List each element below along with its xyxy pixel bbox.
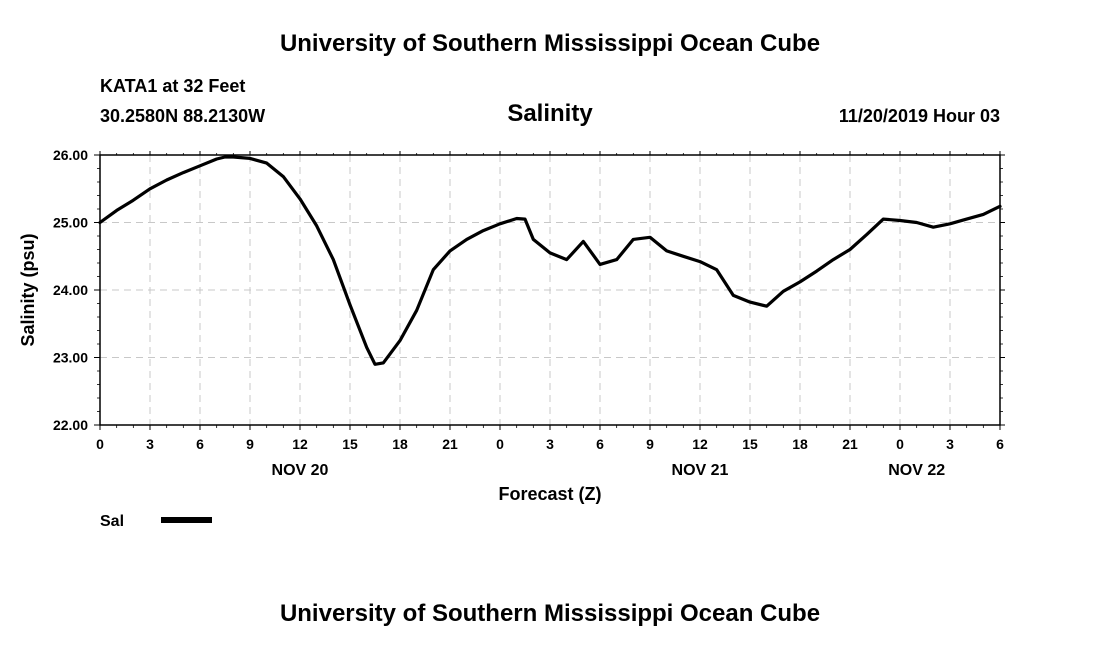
chart-subtitle: Salinity: [507, 100, 593, 127]
chart-title-bottom: University of Southern Mississippi Ocean…: [279, 600, 821, 627]
y-tick-label: 26.00: [53, 147, 88, 163]
x-tick-label: 21: [842, 436, 858, 452]
x-tick-label: 15: [742, 436, 758, 452]
x-tick-label: 18: [792, 436, 808, 452]
x-tick-label: 3: [546, 436, 554, 452]
x-tick-label: 21: [442, 436, 458, 452]
salinity-chart: 0 3 6 9 12 15 18 21 0 3 6 9 12 15 18 21 0 3 6 22.00 23.00 24.…: [18, 147, 1005, 530]
series-layer: [98, 155, 1002, 366]
day-label: NOV 20: [272, 462, 329, 479]
x-tick-label: 6: [996, 436, 1004, 452]
x-tick-label: 12: [692, 436, 708, 452]
day-label: NOV 22: [888, 462, 945, 479]
chart-grid: [100, 155, 1000, 425]
x-tick-label: 12: [292, 436, 308, 452]
series-line-sal: [98, 155, 1002, 366]
y-tick-label: 23.00: [53, 350, 88, 366]
x-tick-label: 15: [342, 436, 358, 452]
x-axis-label: Forecast (Z): [498, 484, 601, 504]
x-tick-label: 0: [496, 436, 504, 452]
x-tick-label: 0: [896, 436, 904, 452]
x-tick-label: 6: [596, 436, 604, 452]
axis-ticks: 0 3 6 9 12 15 18 21 0 3 6 9 12 15 18 21 0 3 6 22.00 23.00 24.…: [53, 147, 1005, 479]
forecast-date: 11/20/2019 Hour 03: [838, 106, 1000, 126]
x-tick-label: 3: [146, 436, 154, 452]
station-label: KATA1 at 32 Feet: [100, 76, 246, 96]
chart-title-top: University of Southern Mississippi Ocean…: [279, 30, 821, 57]
y-axis-label: Salinity (psu): [18, 233, 38, 346]
x-tick-label: 0: [96, 436, 104, 452]
x-tick-label: 6: [196, 436, 204, 452]
y-tick-label: 24.00: [53, 282, 88, 298]
y-tick-label: 25.00: [53, 215, 88, 231]
day-label: NOV 21: [672, 462, 729, 479]
x-tick-label: 3: [946, 436, 954, 452]
x-tick-label: 18: [392, 436, 408, 452]
legend-label: Sal: [100, 513, 124, 530]
x-tick-label: 9: [246, 436, 254, 452]
station-coordinates: 30.2580N 88.2130W: [100, 106, 266, 126]
x-tick-label: 9: [646, 436, 654, 452]
y-tick-label: 22.00: [53, 417, 88, 433]
